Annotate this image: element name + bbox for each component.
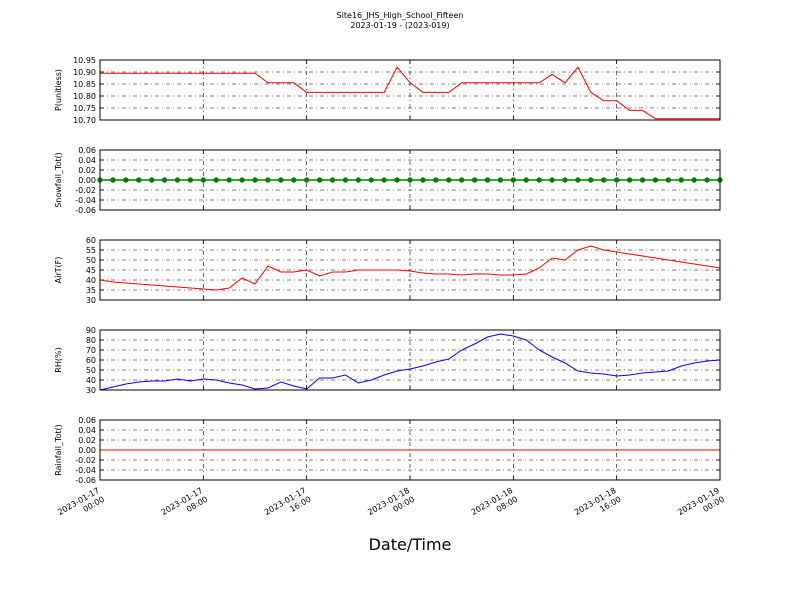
y-tick-label: 60	[86, 236, 96, 245]
y-axis-label: AirT(F)	[54, 257, 63, 284]
data-point	[484, 177, 491, 183]
data-point	[523, 177, 529, 183]
data-point	[239, 177, 245, 183]
chart-subtitle: 2023-01-19 - (2023-019)	[350, 21, 449, 30]
data-point	[136, 177, 142, 183]
y-axis-label: RH(%)	[54, 347, 63, 372]
y-tick-label: 10.85	[73, 80, 96, 89]
data-point	[601, 177, 607, 183]
y-tick-label: 40	[86, 276, 96, 285]
data-point	[291, 177, 297, 183]
data-point	[665, 177, 672, 183]
y-axis-label: Rainfall_Tot()	[54, 424, 63, 476]
y-axis-label: P(unitless)	[54, 69, 63, 111]
data-point	[446, 177, 452, 183]
y-tick-label: 90	[86, 326, 96, 335]
data-line	[99, 245, 721, 291]
y-tick-label: 0.06	[78, 146, 96, 155]
data-point	[549, 177, 555, 183]
data-point	[433, 177, 439, 183]
data-point	[639, 177, 646, 183]
data-point	[678, 177, 684, 183]
data-point	[148, 177, 155, 183]
data-point	[278, 177, 284, 183]
data-point	[303, 177, 310, 183]
y-tick-label: 10.80	[73, 92, 96, 101]
x-axis-label: Date/Time	[369, 535, 452, 554]
data-point	[407, 177, 413, 183]
data-point	[161, 177, 168, 183]
y-tick-label: 0.00	[78, 176, 96, 185]
y-tick-label: 35	[86, 286, 96, 295]
y-tick-label: 50	[86, 256, 96, 265]
data-line	[99, 333, 721, 391]
plot-frame	[99, 329, 721, 391]
y-tick-label: -0.04	[75, 466, 96, 475]
y-tick-label: 80	[86, 336, 96, 345]
data-point	[368, 177, 374, 183]
data-point	[252, 177, 258, 183]
data-point	[213, 177, 219, 183]
y-tick-label: 10.70	[73, 116, 96, 125]
data-point	[458, 177, 465, 183]
y-tick-label: 40	[86, 376, 96, 385]
y-tick-label: -0.06	[75, 476, 96, 485]
data-point	[626, 177, 633, 183]
plot-frame	[99, 239, 721, 301]
data-point	[174, 177, 181, 183]
data-point	[691, 177, 697, 183]
data-point	[226, 177, 232, 183]
y-tick-label: 0.02	[78, 436, 96, 445]
data-point	[394, 177, 400, 183]
y-tick-label: 10.90	[73, 68, 96, 77]
y-tick-label: 10.95	[73, 56, 96, 65]
y-tick-label: 0.06	[78, 416, 96, 425]
data-point	[123, 177, 129, 183]
y-tick-label: -0.06	[75, 206, 96, 215]
y-tick-label: 0.00	[78, 446, 96, 455]
chart-title: Site16_JHS_High_School_Fifteen	[337, 11, 464, 20]
data-point	[200, 177, 207, 183]
y-tick-label: -0.02	[75, 456, 96, 465]
plot-frame	[99, 419, 721, 481]
data-line	[100, 66, 720, 120]
data-point	[562, 177, 568, 183]
y-tick-label: 50	[86, 366, 96, 375]
data-point	[342, 177, 349, 183]
y-tick-label: 30	[86, 296, 96, 305]
data-point	[187, 177, 194, 183]
data-point	[316, 177, 323, 183]
data-point	[265, 177, 271, 183]
data-point	[497, 177, 504, 183]
data-point	[652, 177, 659, 183]
y-tick-label: 45	[86, 266, 96, 275]
data-point	[110, 177, 116, 183]
y-tick-label: 70	[86, 346, 96, 355]
data-point	[575, 177, 581, 183]
y-tick-label: 0.04	[78, 426, 96, 435]
data-point	[381, 177, 387, 183]
y-tick-label: -0.02	[75, 186, 96, 195]
y-tick-label: 55	[86, 246, 96, 255]
data-point	[613, 177, 620, 183]
data-point	[510, 177, 517, 183]
data-point	[355, 177, 362, 183]
plot-frame	[99, 149, 721, 211]
data-point	[329, 177, 336, 183]
y-tick-label: 60	[86, 356, 96, 365]
y-tick-label: 0.04	[78, 156, 96, 165]
y-axis-label: Snowfall_Tot()	[54, 152, 63, 208]
data-point	[471, 177, 478, 183]
data-point	[704, 177, 710, 183]
y-tick-label: 0.02	[78, 166, 96, 175]
plot-frame	[99, 59, 721, 121]
data-point	[588, 177, 594, 183]
y-tick-label: 10.75	[73, 104, 96, 113]
y-tick-label: -0.04	[75, 196, 96, 205]
y-tick-label: 30	[86, 386, 96, 395]
data-point	[420, 177, 426, 183]
data-point	[536, 177, 542, 183]
